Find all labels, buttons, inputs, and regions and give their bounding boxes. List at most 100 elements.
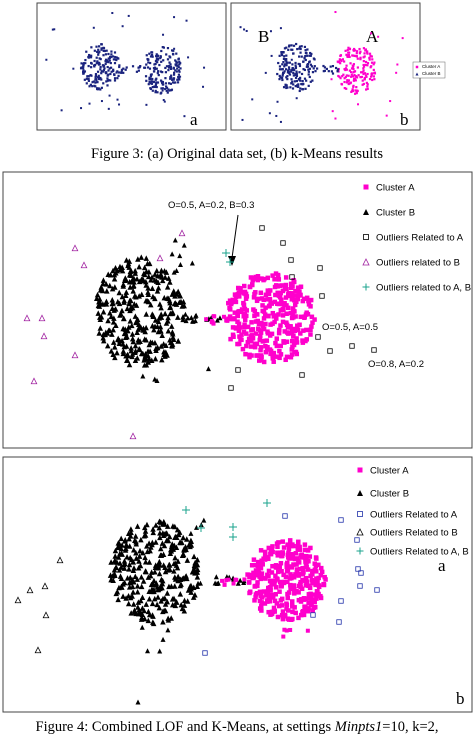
point [278,584,284,589]
point [368,58,371,61]
point [350,73,353,76]
point [134,523,141,529]
point [282,51,285,54]
point [306,63,310,66]
point [310,65,314,68]
point [161,268,168,274]
point [285,305,291,311]
point [147,572,154,579]
point [235,341,240,347]
point [133,541,140,547]
point [165,627,171,633]
point [373,78,376,81]
point [97,51,100,54]
point [285,46,288,49]
point [167,279,173,285]
point [373,61,376,64]
point [272,609,278,614]
point [125,352,131,359]
point [34,646,42,654]
point [161,71,164,74]
point [368,77,372,81]
point [258,593,264,599]
point [303,57,306,60]
point [266,291,272,297]
point [148,52,151,55]
point [287,48,290,51]
point [161,46,164,49]
point [145,103,148,106]
point [283,357,288,363]
point [94,81,97,84]
point [241,329,247,335]
cluster-label: B [258,27,269,46]
point [160,619,166,625]
point [220,578,225,583]
point [116,98,119,101]
point [290,553,296,559]
point [270,593,276,598]
point [276,277,282,282]
point [123,357,130,363]
point [154,62,157,66]
point [389,100,392,103]
legend-text: Cluster B [376,208,415,219]
point [302,68,305,71]
point [307,585,313,591]
point [280,313,286,318]
point [160,636,166,642]
point [278,598,284,603]
point [355,76,359,79]
point [129,322,135,329]
point [177,73,181,76]
point [116,300,123,307]
point [188,586,194,592]
point [172,73,176,76]
point [125,530,132,536]
point [172,237,178,243]
legend-text: Outliers Related to B [370,528,458,539]
point [149,600,156,607]
point [153,539,159,545]
point [179,62,182,65]
point [177,591,184,597]
point [294,76,298,79]
point [364,48,367,51]
point [152,295,158,302]
point [154,272,161,279]
point [285,64,288,67]
point [274,336,280,341]
point [288,68,291,71]
point [119,584,125,590]
point [276,563,281,569]
point [371,78,374,82]
point [87,55,90,59]
point [82,72,85,75]
point [288,73,292,76]
point [99,65,102,69]
point [268,288,273,293]
point [154,267,160,274]
point [276,100,279,103]
point [258,330,264,335]
point [121,315,127,322]
point [102,68,106,72]
point [354,537,360,543]
point [137,346,143,353]
point [165,89,168,92]
point [344,75,347,79]
point [256,570,262,576]
point [289,543,294,549]
point [372,75,375,78]
point [280,52,283,55]
point [277,589,282,594]
point [107,272,114,278]
point [103,67,106,70]
point [176,529,183,535]
point [258,548,264,553]
point [42,611,50,619]
point [259,603,264,609]
point [290,69,293,72]
point [355,86,358,89]
point [146,595,153,602]
